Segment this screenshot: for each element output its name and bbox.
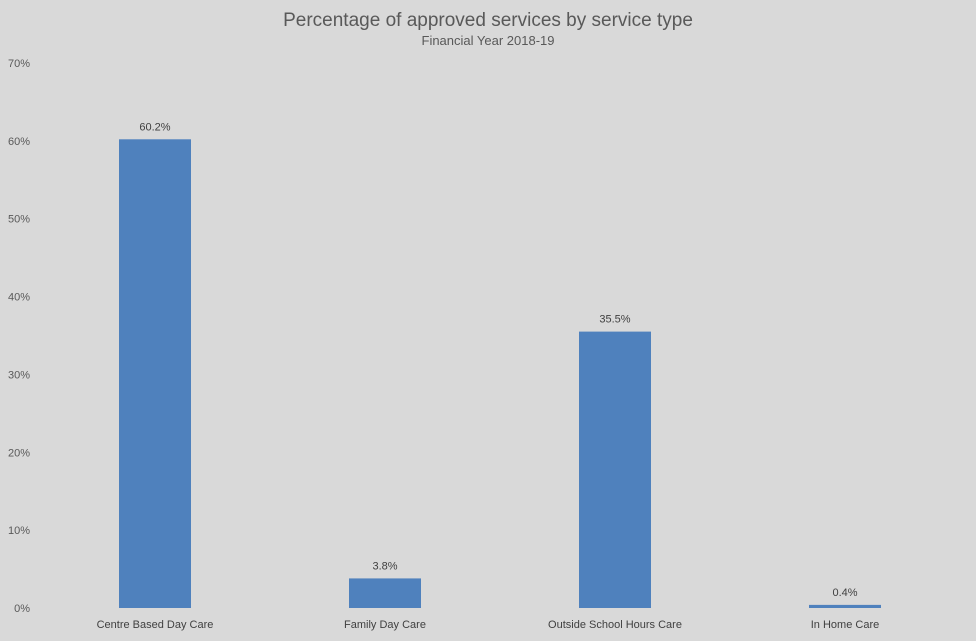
x-category-label: Family Day Care (344, 619, 426, 631)
chart-title: Percentage of approved services by servi… (283, 10, 693, 31)
data-label: 3.8% (372, 560, 397, 572)
y-tick-label: 40% (8, 292, 30, 304)
data-labels-group: 60.2% 3.8% 35.5% 0.4% (139, 121, 857, 599)
x-category-label: Centre Based Day Care (97, 619, 214, 631)
y-tick-label: 30% (8, 369, 30, 381)
data-label: 60.2% (139, 121, 170, 133)
y-tick-label: 50% (8, 214, 30, 226)
bar (119, 139, 191, 609)
chart-subtitle: Financial Year 2018-19 (421, 33, 555, 48)
y-tick-label: 60% (8, 136, 30, 148)
x-category-label: Outside School Hours Care (548, 619, 682, 631)
bar (809, 604, 881, 608)
bar (579, 331, 651, 608)
y-axis: 0% 10% 20% 30% 40% 50% 60% 70% (8, 58, 30, 615)
x-category-label: In Home Care (811, 619, 879, 631)
y-tick-label: 70% (8, 58, 30, 70)
y-tick-label: 0% (14, 603, 30, 615)
data-label: 0.4% (832, 587, 857, 599)
x-axis: Centre Based Day Care Family Day Care Outs… (97, 619, 880, 631)
y-tick-label: 20% (8, 447, 30, 459)
bars-group (119, 139, 881, 609)
bar (349, 578, 421, 608)
data-label: 35.5% (599, 314, 630, 326)
y-tick-label: 10% (8, 525, 30, 537)
